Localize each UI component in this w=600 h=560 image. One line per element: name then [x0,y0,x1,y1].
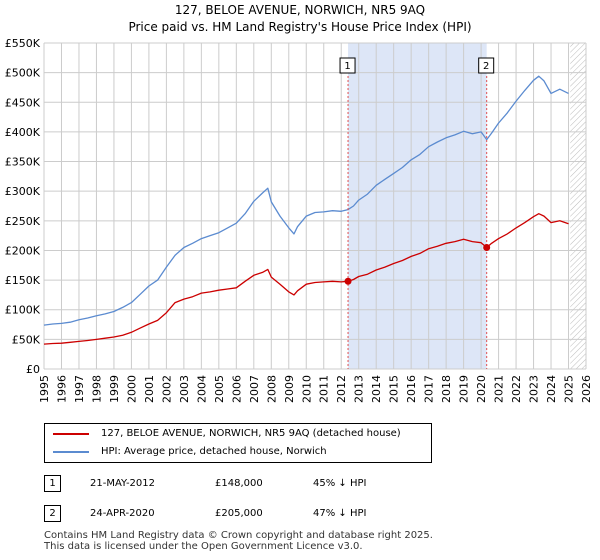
x-tick-label: 2011 [318,375,331,403]
x-tick-label: 2004 [195,375,208,403]
transaction-price: £205,000 [215,508,263,519]
x-tick-label: 1997 [73,375,86,403]
x-tick-label: 2023 [528,375,541,403]
x-tick-label: 2020 [475,375,488,403]
transaction-date: 24-APR-2020 [90,508,155,519]
transaction-marker: 2 [44,505,61,522]
x-tick-label: 2017 [423,375,436,403]
x-tick-label: 1998 [90,375,103,403]
x-tick-label: 2012 [335,375,348,403]
x-tick-label: 1999 [108,375,121,403]
y-tick-label: £550K [5,37,41,50]
x-tick-label: 2006 [230,375,243,403]
transaction-delta: 47% ↓ HPI [313,508,367,519]
x-tick-label: 2024 [545,375,558,403]
x-tick-label: 1996 [55,375,68,403]
y-tick-label: £0 [26,363,40,376]
x-tick-label: 2008 [265,375,278,403]
sale-point [483,243,491,251]
x-tick-label: 2000 [125,375,138,403]
x-tick-label: 2013 [353,375,366,403]
y-tick-label: £150K [5,274,41,287]
footer-copyright: Contains HM Land Registry data © Crown c… [44,530,433,541]
sale-marker-label: 2 [483,61,489,72]
transaction-date: 21-MAY-2012 [90,478,156,489]
x-tick-label: 2007 [248,375,261,403]
chart-subtitle: Price paid vs. HM Land Registry's House … [128,20,472,34]
transaction-price: £148,000 [215,478,263,489]
legend: 127, BELOE AVENUE, NORWICH, NR5 9AQ (det… [44,423,432,463]
footer: Contains HM Land Registry data © Crown c… [44,530,433,552]
y-tick-label: £50K [12,333,41,346]
x-tick-label: 2025 [563,375,576,403]
legend-swatch-property [53,433,89,435]
x-tick-label: 2001 [143,375,156,403]
chart-title: 127, BELOE AVENUE, NORWICH, NR5 9AQ [174,3,426,17]
legend-label-property: 127, BELOE AVENUE, NORWICH, NR5 9AQ (det… [101,428,401,439]
y-tick-label: £200K [5,244,41,257]
transaction-delta: 45% ↓ HPI [313,478,367,489]
y-tick-label: £500K [5,67,41,80]
price-chart: £0 £50K £100K £150K £200K £250K £300K £350K £400… [5,37,593,403]
sale-marker-box [478,57,495,74]
x-tick-label: 2009 [283,375,296,403]
plot-area [44,43,586,369]
footer-license: This data is licensed under the Open Gov… [44,541,363,552]
x-tick-label: 2022 [510,375,523,403]
x-tick-label: 2019 [458,375,471,403]
sale-marker-box [339,57,356,74]
legend-item-hpi: HPI: Average price, detached house, Norw… [45,444,431,460]
x-tick-label: 2021 [493,375,506,403]
x-tick-label: 2002 [160,375,173,403]
y-tick-label: £250K [5,215,41,228]
y-tick-label: £400K [5,126,41,139]
series-line-hpi [43,75,569,326]
transaction-marker: 1 [44,475,61,492]
x-tick-label: 2016 [405,375,418,403]
legend-item-property: 127, BELOE AVENUE, NORWICH, NR5 9AQ (det… [45,426,431,442]
sale-point [344,277,352,285]
x-tick-label: 1995 [38,375,51,403]
y-tick-label: £350K [5,156,41,169]
x-tick-label: 2003 [178,375,191,403]
x-tick-label: 2010 [300,375,313,403]
sale-marker-label: 1 [344,61,350,72]
legend-label-hpi: HPI: Average price, detached house, Norw… [101,446,327,457]
forecast-hatch [570,43,586,369]
x-tick-label: 2026 [580,375,593,403]
legend-swatch-hpi [53,451,89,453]
y-tick-label: £300K [5,185,41,198]
ownership-band [348,43,487,369]
x-tick-label: 2018 [440,375,453,403]
x-tick-label: 2015 [388,375,401,403]
x-tick-label: 2014 [370,375,383,403]
y-tick-label: £450K [5,96,41,109]
y-tick-label: £100K [5,304,41,317]
x-tick-label: 2005 [213,375,226,403]
